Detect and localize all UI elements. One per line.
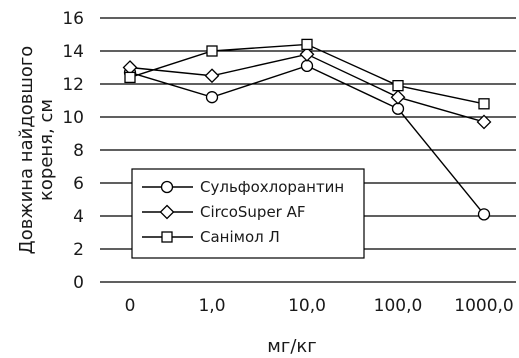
- y-tick-label: 14: [62, 42, 84, 62]
- y-tick-label: 16: [62, 9, 84, 29]
- y-tick-label: 2: [73, 240, 84, 260]
- data-point-diamond: [390, 89, 406, 105]
- data-point-circle: [391, 102, 405, 115]
- legend-marker-circle: [160, 180, 174, 194]
- x-axis-ticks: 0 1,0 10,0 100,0 1000,0: [125, 296, 514, 316]
- y-tick-label: 0: [73, 273, 84, 293]
- legend-label: Сульфохлорантин: [200, 178, 344, 196]
- y-tick-label: 10: [62, 108, 84, 128]
- legend-label: CircoSuper AF: [200, 203, 306, 221]
- data-point-square: [301, 38, 313, 51]
- y-axis-title-line-1: Довжина найдовшого: [16, 46, 37, 255]
- legend-marker-square: [161, 231, 173, 243]
- y-axis-title: Довжина найдовшого кореня, см: [16, 46, 57, 255]
- x-tick-label: 100,0: [374, 296, 423, 316]
- data-point-square: [206, 45, 218, 57]
- data-point-diamond: [299, 46, 315, 62]
- legend-item: Санімол Л: [142, 228, 280, 246]
- data-point-square: [478, 98, 490, 110]
- y-tick-label: 8: [73, 141, 84, 161]
- legend-items: Сульфохлорантин CircoSuper AF Санімол Л: [142, 178, 344, 246]
- data-point-square: [392, 80, 404, 92]
- y-axis-title-line-2: кореня, см: [36, 99, 57, 201]
- y-tick-label: 12: [62, 75, 84, 95]
- x-tick-label: 1000,0: [454, 296, 513, 316]
- series-diamond: [122, 46, 492, 130]
- data-point-diamond: [476, 114, 492, 130]
- legend-label: Санімол Л: [200, 228, 280, 246]
- y-axis-ticks: 0 2 4 6 8 10 12 14 16: [62, 9, 84, 293]
- x-axis-title: мг/кг: [267, 336, 316, 357]
- legend: Сульфохлорантин CircoSuper AF Санімол Л: [131, 168, 365, 259]
- series-square: [124, 38, 490, 110]
- y-tick-label: 4: [73, 207, 84, 227]
- legend-marker-diamond: [159, 204, 175, 220]
- data-point-circle: [477, 208, 491, 221]
- legend-item: CircoSuper AF: [142, 203, 306, 221]
- legend-item: Сульфохлорантин: [142, 178, 344, 196]
- data-point-diamond: [204, 68, 220, 84]
- data-point-square: [124, 71, 136, 84]
- x-tick-label: 1,0: [198, 296, 225, 316]
- x-tick-label: 10,0: [288, 296, 326, 316]
- y-tick-label: 6: [73, 174, 84, 194]
- x-tick-label: 0: [125, 296, 136, 316]
- series-group: [122, 38, 492, 221]
- data-point-circle: [205, 91, 219, 104]
- data-point-circle: [300, 59, 314, 72]
